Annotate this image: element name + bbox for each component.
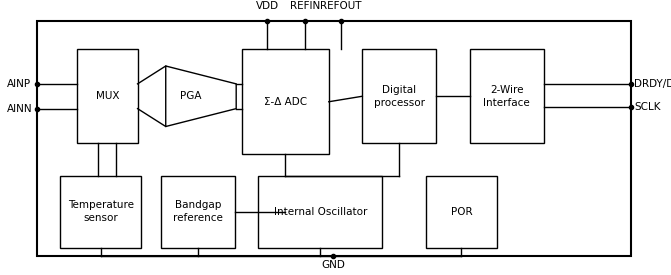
Text: 2-Wire
Interface: 2-Wire Interface: [483, 85, 530, 108]
Text: VDD: VDD: [256, 1, 278, 11]
Bar: [161, 176, 235, 248]
Bar: [37, 21, 631, 256]
Text: GND: GND: [321, 260, 346, 270]
Bar: [77, 50, 138, 143]
Bar: [426, 176, 497, 248]
Text: REFIN: REFIN: [290, 1, 321, 11]
Text: Temperature
sensor: Temperature sensor: [68, 200, 134, 223]
Text: SCLK: SCLK: [634, 102, 660, 112]
Bar: [242, 50, 329, 154]
Polygon shape: [166, 66, 236, 126]
Text: Σ-Δ ADC: Σ-Δ ADC: [264, 97, 307, 107]
Bar: [60, 176, 141, 248]
Bar: [470, 50, 544, 143]
Text: DRDY/DOUT: DRDY/DOUT: [634, 79, 671, 89]
Text: PGA: PGA: [180, 91, 202, 101]
Bar: [362, 50, 436, 143]
Text: AINP: AINP: [7, 79, 31, 89]
Text: MUX: MUX: [95, 91, 119, 101]
Text: Bandgap
reference: Bandgap reference: [173, 200, 223, 223]
Bar: [258, 176, 382, 248]
Text: AINN: AINN: [7, 104, 32, 114]
Text: Internal Oscillator: Internal Oscillator: [274, 207, 367, 217]
Text: POR: POR: [450, 207, 472, 217]
Text: REFOUT: REFOUT: [320, 1, 362, 11]
Text: Digital
processor: Digital processor: [374, 85, 425, 108]
